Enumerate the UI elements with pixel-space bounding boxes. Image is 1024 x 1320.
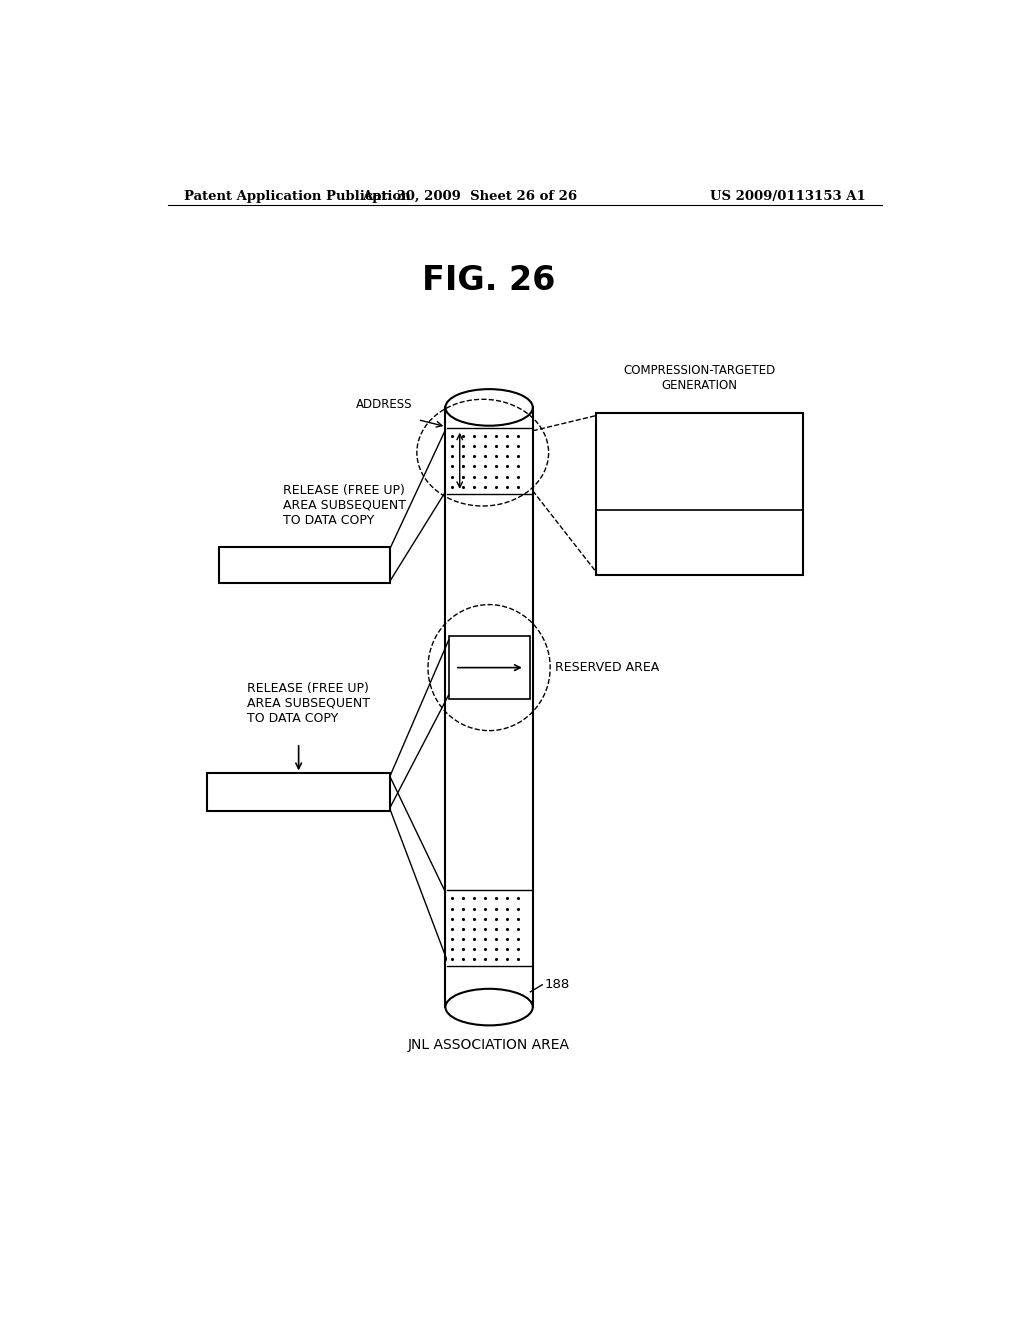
Text: JNL DATA: JNL DATA <box>669 536 730 549</box>
Bar <box>219 546 390 583</box>
Text: JNL ASSOCIATION AREA: JNL ASSOCIATION AREA <box>409 1038 570 1052</box>
Bar <box>449 636 529 700</box>
Text: COMPRESSION: COMPRESSION <box>248 558 361 572</box>
Text: RELEASE (FREE UP)
AREA SUBSEQUENT
TO DATA COPY: RELEASE (FREE UP) AREA SUBSEQUENT TO DAT… <box>283 483 406 527</box>
Text: RELEASE (FREE UP)
AREA SUBSEQUENT
TO DATA COPY: RELEASE (FREE UP) AREA SUBSEQUENT TO DAT… <box>247 682 370 725</box>
Text: JNCB: JNCB <box>683 454 716 469</box>
Bar <box>207 774 390 810</box>
Text: US 2009/0113153 A1: US 2009/0113153 A1 <box>711 190 866 202</box>
Text: 188: 188 <box>545 978 570 991</box>
Ellipse shape <box>445 989 532 1026</box>
Text: Patent Application Publication: Patent Application Publication <box>183 190 411 202</box>
Ellipse shape <box>445 389 532 426</box>
Bar <box>447 890 531 966</box>
Text: FIG. 26: FIG. 26 <box>423 264 556 297</box>
Bar <box>447 428 531 494</box>
Text: Apr. 30, 2009  Sheet 26 of 26: Apr. 30, 2009 Sheet 26 of 26 <box>361 190 577 202</box>
Bar <box>596 412 803 576</box>
Text: ADDRESS: ADDRESS <box>355 399 412 412</box>
Text: DECOMPRESSION: DECOMPRESSION <box>231 785 367 799</box>
Text: COMPRESSION-TARGETED
GENERATION: COMPRESSION-TARGETED GENERATION <box>624 364 775 392</box>
Text: RESERVED AREA: RESERVED AREA <box>555 661 659 675</box>
Text: SIZE: SIZE <box>465 454 492 467</box>
